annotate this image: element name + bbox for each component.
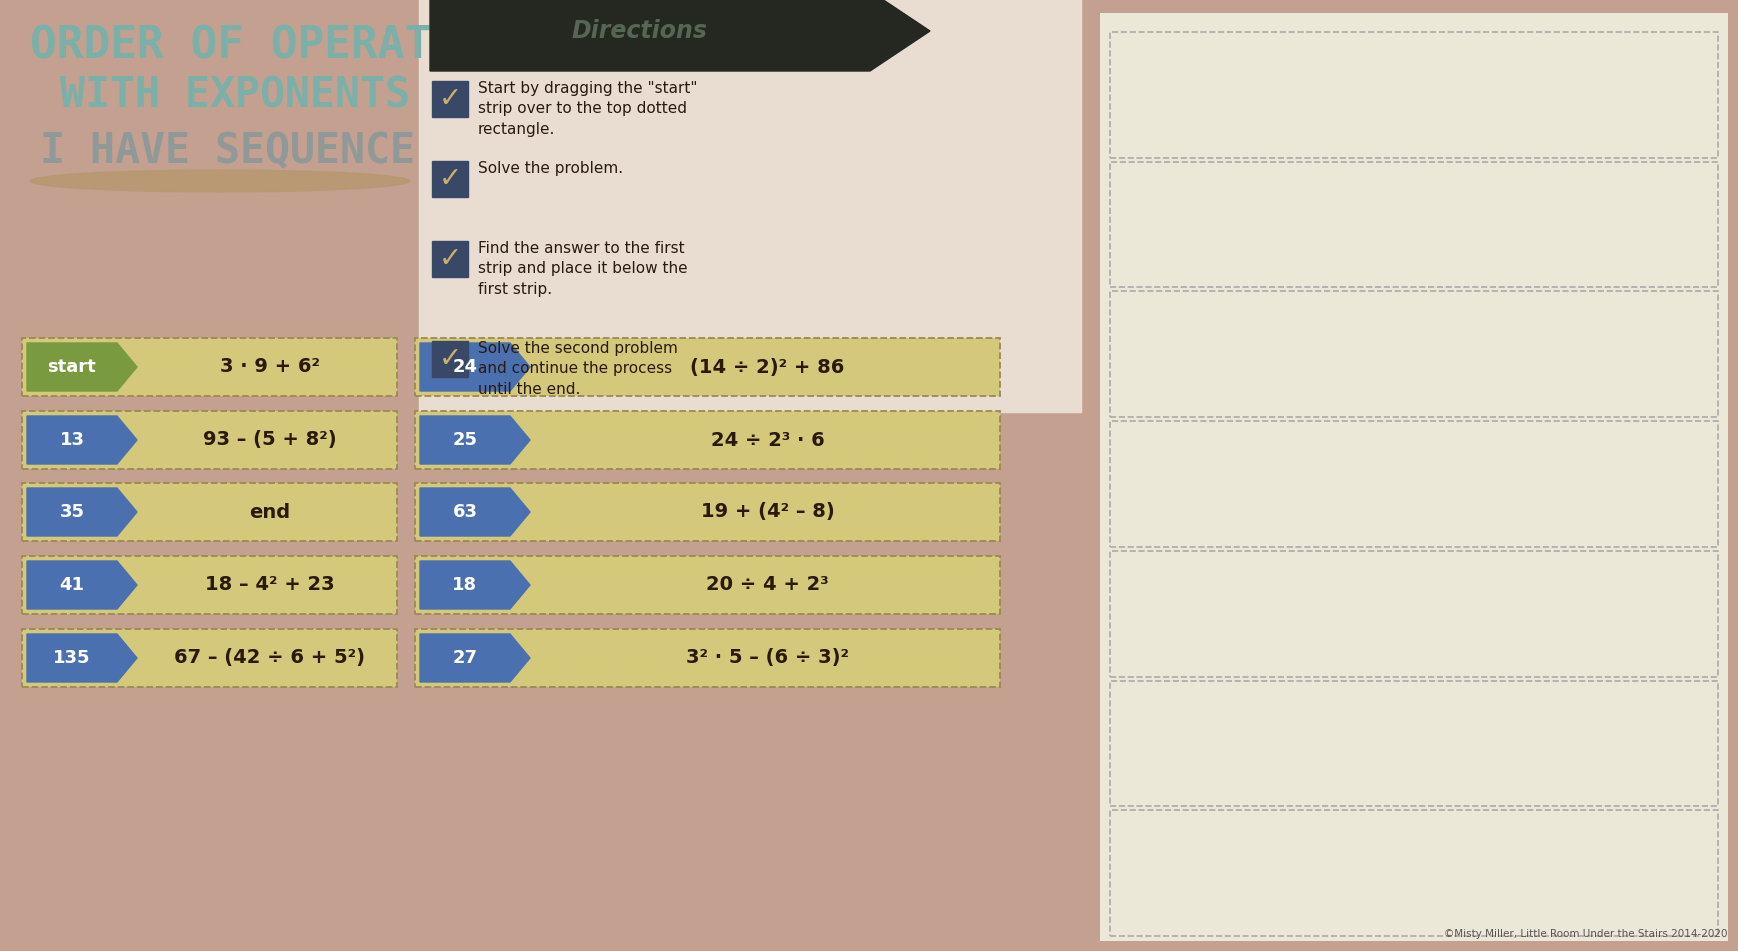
- Text: end: end: [249, 502, 290, 521]
- FancyBboxPatch shape: [23, 411, 396, 469]
- Text: 19 + (4² – 8): 19 + (4² – 8): [700, 502, 834, 521]
- Text: WITH EXPONENTS: WITH EXPONENTS: [61, 75, 410, 117]
- FancyBboxPatch shape: [415, 556, 999, 614]
- Bar: [421, 1, 1079, 411]
- Text: 27: 27: [452, 649, 478, 667]
- Text: 25: 25: [452, 431, 478, 449]
- Polygon shape: [421, 634, 530, 682]
- FancyBboxPatch shape: [415, 338, 999, 396]
- FancyBboxPatch shape: [1111, 291, 1717, 417]
- Bar: [433, 241, 468, 277]
- Polygon shape: [421, 561, 530, 609]
- Text: Directions: Directions: [572, 19, 707, 43]
- Polygon shape: [421, 416, 530, 464]
- Text: ORDER OF OPERATIONS: ORDER OF OPERATIONS: [30, 25, 539, 68]
- Text: Solve the problem.: Solve the problem.: [478, 161, 624, 176]
- Text: 18: 18: [452, 576, 478, 594]
- FancyBboxPatch shape: [415, 629, 999, 687]
- Text: 67 – (42 ÷ 6 + 5²): 67 – (42 ÷ 6 + 5²): [174, 649, 365, 668]
- FancyBboxPatch shape: [1111, 421, 1717, 547]
- FancyBboxPatch shape: [23, 629, 396, 687]
- Polygon shape: [421, 343, 530, 391]
- Polygon shape: [421, 488, 530, 536]
- Text: 135: 135: [54, 649, 90, 667]
- Text: Find the answer to the first
strip and place it below the
first strip.: Find the answer to the first strip and p…: [478, 241, 688, 297]
- FancyBboxPatch shape: [23, 556, 396, 614]
- Text: 63: 63: [452, 503, 478, 521]
- Text: ✓: ✓: [438, 345, 462, 373]
- Text: I HAVE SEQUENCE: I HAVE SEQUENCE: [40, 130, 415, 172]
- Ellipse shape: [30, 170, 410, 192]
- FancyBboxPatch shape: [1111, 551, 1717, 676]
- Text: 13: 13: [59, 431, 85, 449]
- Text: (14 ÷ 2)² + 86: (14 ÷ 2)² + 86: [690, 358, 845, 377]
- Text: ✓: ✓: [438, 245, 462, 273]
- FancyBboxPatch shape: [1111, 162, 1717, 287]
- Polygon shape: [429, 0, 930, 71]
- Text: 24: 24: [452, 358, 478, 376]
- Text: 3 · 9 + 6²: 3 · 9 + 6²: [219, 358, 320, 377]
- FancyBboxPatch shape: [415, 411, 999, 469]
- Text: ✓: ✓: [438, 85, 462, 113]
- Polygon shape: [28, 416, 137, 464]
- FancyBboxPatch shape: [1111, 681, 1717, 806]
- Text: 3² · 5 – (6 ÷ 3)²: 3² · 5 – (6 ÷ 3)²: [687, 649, 848, 668]
- Bar: [433, 81, 468, 117]
- Text: 93 – (5 + 8²): 93 – (5 + 8²): [203, 431, 337, 450]
- Bar: [433, 341, 468, 377]
- Text: Solve the second problem
and continue the process
until the end.: Solve the second problem and continue th…: [478, 341, 678, 397]
- Polygon shape: [28, 488, 137, 536]
- Text: 24 ÷ 2³ · 6: 24 ÷ 2³ · 6: [711, 431, 824, 450]
- Polygon shape: [28, 561, 137, 609]
- Text: ✓: ✓: [438, 165, 462, 193]
- Text: start: start: [47, 358, 96, 376]
- Text: 41: 41: [59, 576, 85, 594]
- FancyBboxPatch shape: [1111, 32, 1717, 158]
- Text: 35: 35: [59, 503, 85, 521]
- Bar: [1100, 13, 1728, 941]
- Text: 18 – 4² + 23: 18 – 4² + 23: [205, 575, 334, 594]
- FancyBboxPatch shape: [23, 338, 396, 396]
- Bar: [433, 161, 468, 197]
- Text: 20 ÷ 4 + 2³: 20 ÷ 4 + 2³: [706, 575, 829, 594]
- FancyBboxPatch shape: [415, 483, 999, 541]
- Text: ©Misty Miller, Little Room Under the Stairs 2014-2020: ©Misty Miller, Little Room Under the Sta…: [1444, 929, 1728, 939]
- Polygon shape: [28, 343, 137, 391]
- FancyBboxPatch shape: [23, 483, 396, 541]
- FancyBboxPatch shape: [1111, 810, 1717, 936]
- Text: Start by dragging the "start"
strip over to the top dotted
rectangle.: Start by dragging the "start" strip over…: [478, 81, 697, 137]
- Polygon shape: [28, 634, 137, 682]
